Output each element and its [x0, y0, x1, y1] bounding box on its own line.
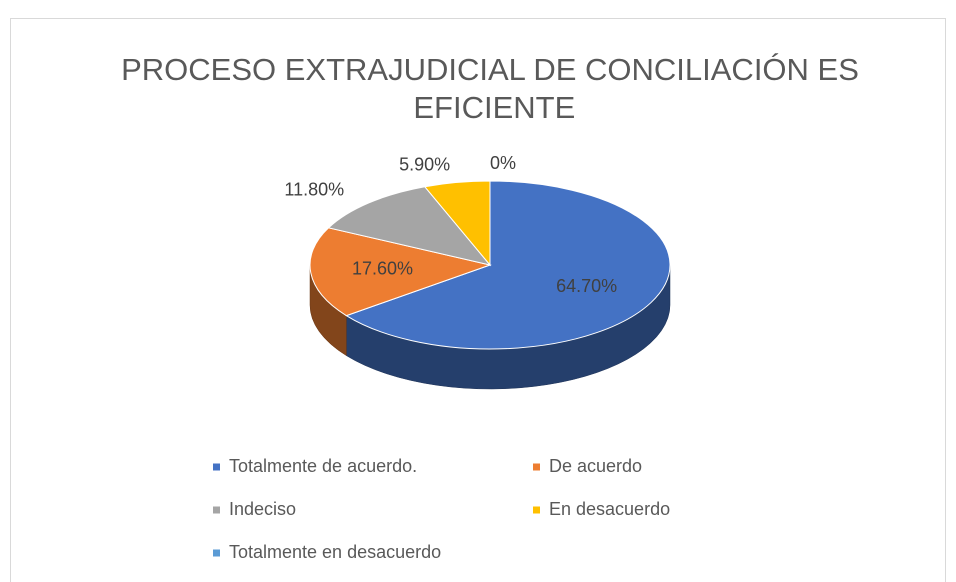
legend-label: Indeciso — [229, 499, 296, 519]
chart-title: PROCESO EXTRAJUDICIAL DE CONCILIACIÓN ES… — [121, 52, 859, 125]
data-label: 0% — [490, 153, 516, 173]
legend-swatch — [533, 463, 540, 471]
legend-swatch — [213, 549, 220, 557]
data-label: 17.60% — [352, 258, 413, 278]
slice — [345, 180, 671, 350]
legend-label: En desacuerdo — [549, 499, 670, 519]
legend-swatch — [213, 463, 220, 471]
legend-swatch — [213, 506, 220, 514]
slice — [327, 186, 492, 266]
data-label: 11.80% — [284, 179, 344, 199]
legend-swatch — [533, 506, 540, 514]
slice — [309, 227, 492, 317]
legend-label: Totalmente de acuerdo. — [229, 456, 417, 476]
legend-label: Totalmente en desacuerdo — [229, 542, 441, 562]
data-label: 64.70% — [556, 276, 617, 296]
legend-label: De acuerdo — [549, 456, 642, 476]
data-label: 5.90% — [399, 155, 450, 175]
